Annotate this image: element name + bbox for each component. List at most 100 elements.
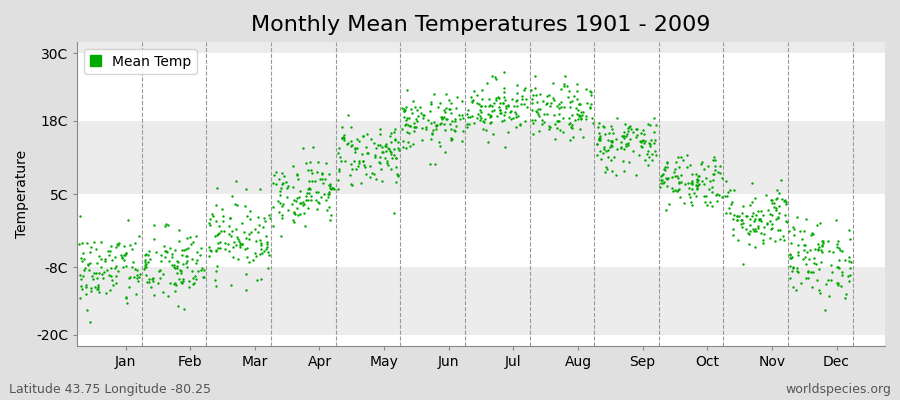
Point <box>332 154 347 160</box>
Point <box>571 107 585 113</box>
Point <box>726 212 741 219</box>
Point <box>786 224 800 230</box>
Point <box>432 139 446 145</box>
Point <box>142 276 157 283</box>
Point <box>806 255 821 262</box>
Point <box>560 83 574 89</box>
Point <box>332 145 347 151</box>
Point <box>562 88 576 94</box>
Point <box>527 85 542 91</box>
Point <box>366 171 381 178</box>
Point <box>477 119 491 125</box>
Point <box>546 97 561 104</box>
Point <box>604 137 618 144</box>
Point <box>745 199 760 205</box>
Point <box>384 148 399 155</box>
Point <box>166 262 181 268</box>
Point <box>209 218 223 224</box>
Point <box>253 251 267 257</box>
Point <box>591 135 606 142</box>
Point <box>212 222 226 229</box>
Point <box>629 132 643 138</box>
Point <box>392 147 406 153</box>
Point <box>91 282 105 288</box>
Point <box>280 185 294 191</box>
Point <box>415 136 429 143</box>
Point <box>647 129 662 136</box>
Point <box>753 230 768 236</box>
Point <box>735 224 750 230</box>
Point <box>444 135 458 142</box>
Point <box>122 284 136 290</box>
Point <box>583 88 598 94</box>
Point <box>138 264 152 270</box>
Point <box>174 270 188 276</box>
Point <box>509 111 524 117</box>
Point <box>181 245 195 251</box>
Point <box>760 221 775 227</box>
Point <box>109 280 123 286</box>
Point <box>379 148 393 154</box>
Legend: Mean Temp: Mean Temp <box>84 49 196 74</box>
Point <box>824 269 839 275</box>
Point <box>769 205 783 212</box>
Point <box>337 135 351 142</box>
Point <box>554 85 568 92</box>
Point <box>752 216 767 222</box>
Point <box>433 99 447 106</box>
Point <box>823 292 837 299</box>
Point <box>796 256 811 262</box>
Point <box>554 99 568 105</box>
Point <box>547 136 562 142</box>
Point <box>779 219 794 225</box>
Point <box>731 237 745 244</box>
Point <box>239 245 254 251</box>
Point <box>131 274 146 280</box>
Point <box>479 126 493 133</box>
Point <box>210 232 224 238</box>
Point <box>356 132 370 139</box>
Point <box>407 120 421 126</box>
Point <box>707 170 722 177</box>
Point <box>796 242 811 248</box>
Point <box>830 280 844 286</box>
Point <box>485 103 500 109</box>
Point <box>483 119 498 126</box>
Point <box>195 264 210 271</box>
Point <box>238 271 253 277</box>
Point <box>158 254 172 260</box>
Point <box>224 232 238 239</box>
Point <box>444 126 458 132</box>
Point <box>814 290 828 296</box>
Point <box>94 271 109 277</box>
Point <box>540 93 554 99</box>
Y-axis label: Temperature: Temperature <box>15 150 29 238</box>
Point <box>335 124 349 130</box>
Point <box>126 258 140 265</box>
Point <box>470 100 484 106</box>
Point <box>592 148 607 154</box>
Point <box>434 119 448 126</box>
Point <box>620 128 634 134</box>
Point <box>340 141 355 147</box>
Point <box>368 153 382 160</box>
Point <box>437 127 452 134</box>
Point <box>553 111 567 117</box>
Point <box>509 81 524 88</box>
Bar <box>77 53 885 121</box>
Point <box>239 287 254 294</box>
Point <box>530 109 544 116</box>
Point <box>593 156 608 162</box>
Point <box>621 142 635 148</box>
Point <box>752 208 766 214</box>
Point <box>692 181 706 188</box>
Point <box>286 197 301 203</box>
Point <box>649 122 663 128</box>
Point <box>96 269 111 276</box>
Point <box>552 101 566 108</box>
Point <box>459 111 473 118</box>
Point <box>259 233 274 240</box>
Point <box>387 129 401 136</box>
Point <box>104 286 118 293</box>
Point <box>141 252 156 258</box>
